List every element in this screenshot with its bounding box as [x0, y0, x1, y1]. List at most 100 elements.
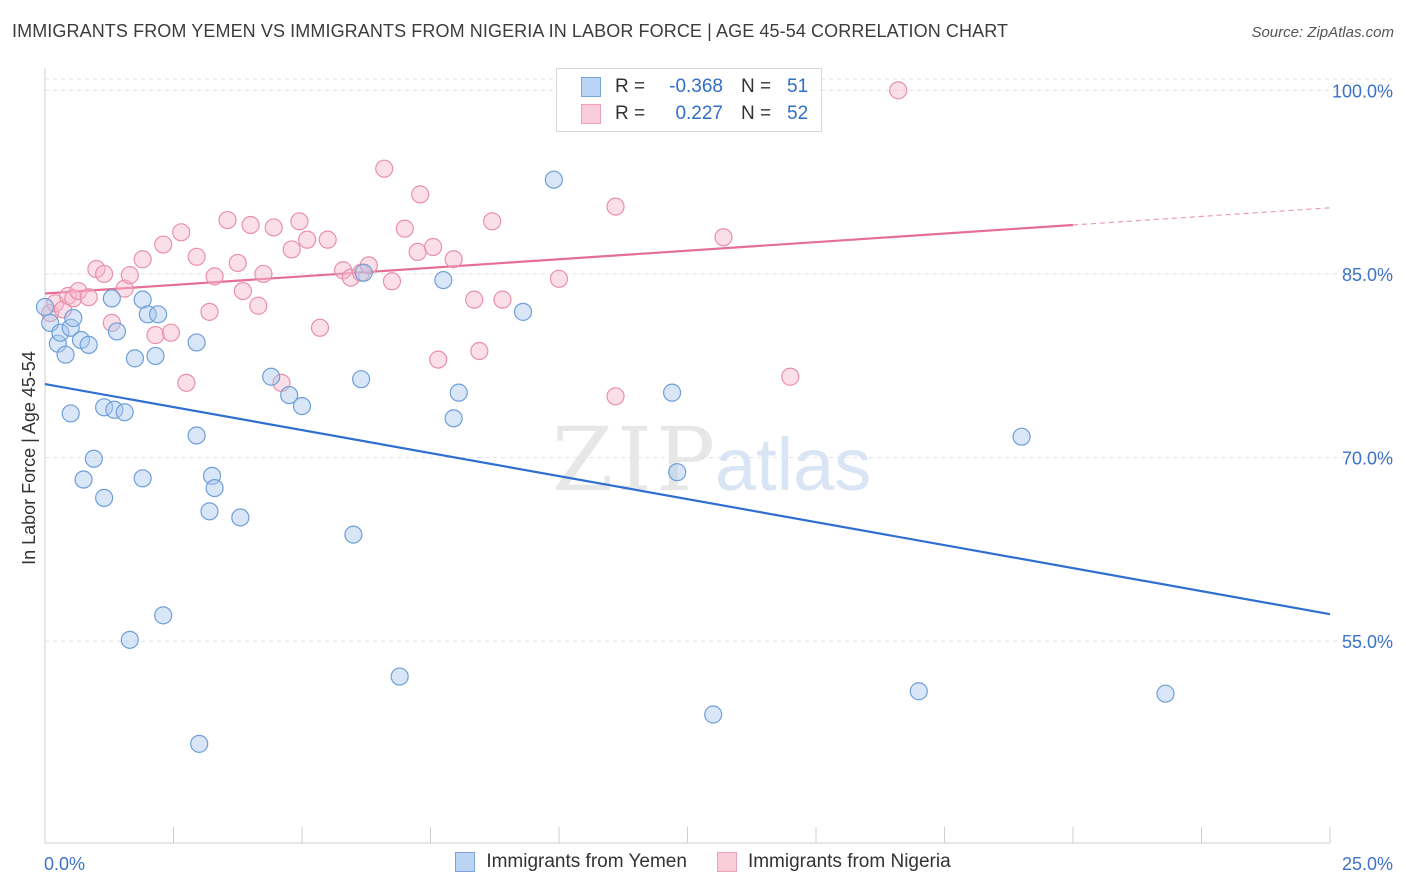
nigeria-point [606, 387, 625, 406]
nigeria-point [408, 242, 427, 261]
nigeria-point [102, 313, 121, 332]
yemen-point [120, 630, 139, 649]
n-label: N = [741, 76, 772, 97]
nigeria-point [493, 290, 512, 309]
y-axis-label: In Labor Force | Age 45-54 [19, 351, 39, 565]
series-legend: Immigrants from Yemen Immigrants from Ni… [0, 851, 1406, 873]
nigeria-point [154, 235, 173, 254]
trend-lines [44, 207, 1331, 616]
x-tick-label: 0.0% [44, 854, 85, 874]
yemen-point [74, 470, 93, 489]
nigeria-point [298, 230, 317, 249]
yemen-point [1012, 427, 1031, 446]
nigeria-r-value: 0.227 [675, 103, 723, 124]
nigeria-point [200, 302, 219, 321]
yemen-point [352, 370, 371, 389]
yemen-point [187, 426, 206, 445]
yemen-point [909, 682, 928, 701]
nigeria-point [115, 279, 134, 298]
nigeria-swatch [581, 104, 601, 124]
yemen-point [79, 335, 98, 355]
correlation-legend: R = -0.368 N = 51 R = 0.227 N = 52 [556, 68, 822, 132]
nigeria-point [334, 261, 353, 280]
r-label: R = [615, 76, 646, 97]
nigeria-point [889, 81, 908, 100]
yemen-swatch [581, 77, 601, 97]
nigeria-trend-line [44, 223, 1074, 295]
nigeria-point [465, 290, 484, 309]
nigeria-point [241, 215, 260, 235]
nigeria-point [444, 250, 463, 269]
yemen-point [444, 409, 463, 428]
watermark-atlas: atlas [715, 423, 871, 506]
nigeria-point [429, 350, 448, 369]
nigeria-swatch [716, 852, 737, 872]
y-tick-label: 100.0% [1332, 81, 1393, 101]
nigeria-point [69, 281, 88, 301]
nigeria-point [781, 367, 800, 386]
yemen-point [95, 488, 114, 507]
n-label: N = [741, 103, 772, 124]
nigeria-point [411, 185, 430, 204]
yemen-point [513, 302, 533, 321]
yemen-point [56, 345, 75, 364]
nigeria-point [233, 281, 252, 301]
y-tick-label: 85.0% [1342, 265, 1393, 285]
yemen-point [138, 305, 157, 324]
nigeria-point [290, 212, 309, 231]
yemen-point [146, 346, 165, 366]
legend-item-yemen[interactable]: Immigrants from Yemen [455, 851, 687, 873]
nigeria-point [187, 247, 206, 266]
chart-title: IMMIGRANTS FROM YEMEN VS IMMIGRANTS FROM… [12, 21, 1009, 41]
yemen-point [344, 525, 363, 544]
yemen-point [187, 333, 206, 352]
yemen-point [190, 734, 209, 753]
nigeria-point [606, 197, 625, 216]
nigeria-point [218, 210, 237, 230]
nigeria-point [95, 264, 114, 284]
yemen-point [154, 606, 173, 625]
yemen-point [205, 478, 224, 498]
yemen-point [390, 667, 409, 686]
yemen-point [449, 383, 468, 402]
nigeria-point [228, 253, 247, 273]
legend-row-yemen: R = -0.368 N = 51 [581, 74, 808, 100]
nigeria-point [172, 223, 191, 242]
nigeria-point [310, 318, 330, 337]
yemen-point [704, 705, 723, 724]
y-tick-label: 70.0% [1342, 449, 1393, 469]
yemen-point [1156, 684, 1175, 703]
yemen-point [668, 463, 687, 482]
yemen-point [231, 508, 250, 527]
nigeria-point [79, 288, 98, 307]
nigeria-point [470, 341, 489, 361]
yemen-point [51, 323, 70, 342]
nigeria-point [161, 323, 181, 342]
yemen-r-value: -0.368 [669, 76, 723, 97]
yemen-point [354, 263, 373, 282]
yemen-point [133, 469, 152, 488]
nigeria-point [395, 219, 414, 238]
legend-item-nigeria[interactable]: Immigrants from Nigeria [716, 851, 951, 873]
yemen-point [125, 349, 145, 368]
nigeria-point [254, 264, 273, 284]
grid-lines [45, 78, 1392, 642]
nigeria-point [177, 373, 196, 392]
nigeria-point [133, 250, 152, 269]
nigeria-point [423, 237, 443, 257]
nigeria-n-value: 52 [787, 103, 809, 124]
nigeria-point [549, 269, 569, 288]
yemen-point [148, 305, 168, 324]
yemen-legend-label: Immigrants from Yemen [486, 851, 687, 872]
yemen-point [64, 308, 83, 328]
watermark: ZIP atlas [552, 408, 871, 511]
yemen-swatch [455, 852, 476, 872]
nigeria-point [146, 326, 165, 345]
yemen-point [102, 289, 121, 308]
yemen-point [292, 397, 312, 416]
nigeria-point [205, 267, 224, 286]
yemen-point [544, 170, 563, 189]
axis-ticks: 55.0% 70.0% 85.0% 100.0% 0.0% 25.0% [44, 81, 1393, 874]
x-tick-label: 25.0% [1342, 854, 1393, 874]
